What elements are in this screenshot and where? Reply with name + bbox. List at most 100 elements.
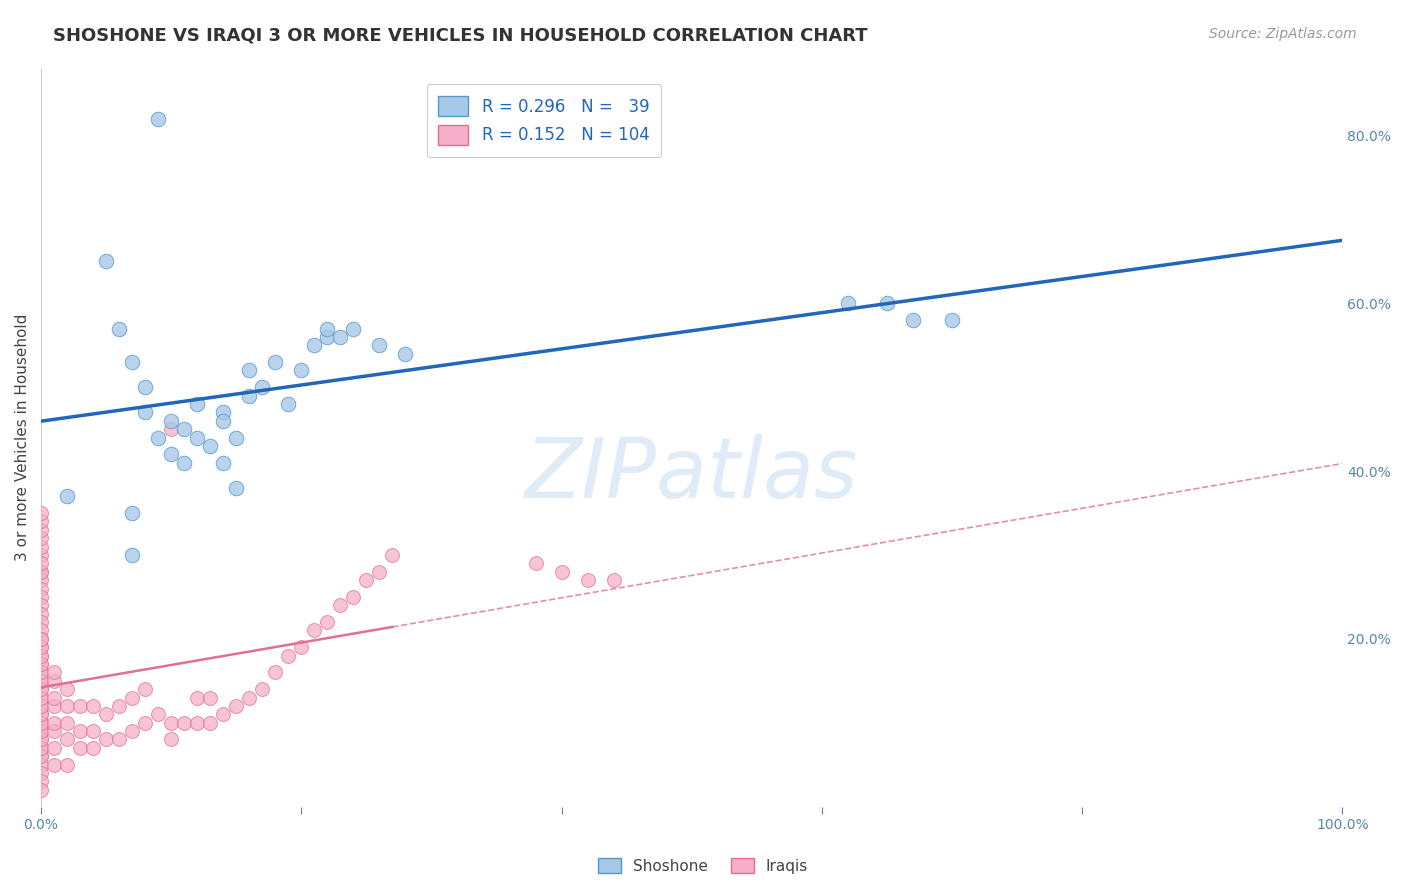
Point: [108, 321, 131, 335]
Point: [30, 648, 52, 663]
Point: [30, 757, 52, 772]
Point: [186, 690, 208, 705]
Point: [96, 707, 118, 722]
Point: [30, 582, 52, 596]
Point: [160, 447, 183, 461]
Point: [30, 506, 52, 520]
Point: [42, 740, 65, 755]
Point: [901, 313, 924, 327]
Point: [225, 431, 247, 445]
Point: [576, 573, 599, 587]
Point: [277, 397, 299, 411]
Point: [941, 313, 963, 327]
Point: [96, 732, 118, 747]
Point: [30, 698, 52, 713]
Point: [56, 489, 79, 503]
Point: [173, 456, 195, 470]
Point: [121, 548, 143, 562]
Point: [200, 690, 222, 705]
Point: [30, 657, 52, 671]
Point: [225, 481, 247, 495]
Point: [30, 657, 52, 671]
Point: [69, 724, 91, 739]
Point: [329, 330, 352, 344]
Point: [837, 296, 859, 310]
Point: [148, 431, 170, 445]
Point: [160, 715, 183, 730]
Point: [304, 624, 326, 638]
Point: [30, 749, 52, 764]
Legend: Shoshone, Iraqis: Shoshone, Iraqis: [592, 852, 814, 880]
Point: [277, 648, 299, 663]
Point: [212, 414, 235, 428]
Point: [56, 682, 79, 697]
Point: [252, 380, 274, 394]
Point: [200, 715, 222, 730]
Point: [30, 690, 52, 705]
Point: [30, 632, 52, 646]
Point: [30, 640, 52, 655]
Point: [108, 698, 131, 713]
Point: [316, 615, 339, 629]
Point: [42, 724, 65, 739]
Point: [30, 732, 52, 747]
Point: [160, 422, 183, 436]
Point: [316, 321, 339, 335]
Point: [876, 296, 898, 310]
Point: [212, 707, 235, 722]
Point: [148, 112, 170, 126]
Point: [238, 690, 260, 705]
Point: [550, 565, 572, 579]
Point: [342, 321, 364, 335]
Point: [30, 724, 52, 739]
Point: [30, 565, 52, 579]
Point: [30, 690, 52, 705]
Point: [30, 648, 52, 663]
Point: [200, 439, 222, 453]
Point: [30, 732, 52, 747]
Point: [160, 414, 183, 428]
Point: [30, 557, 52, 571]
Point: [30, 715, 52, 730]
Point: [290, 363, 312, 377]
Text: Source: ZipAtlas.com: Source: ZipAtlas.com: [1209, 27, 1357, 41]
Point: [121, 355, 143, 369]
Point: [56, 757, 79, 772]
Point: [148, 707, 170, 722]
Point: [30, 766, 52, 780]
Point: [186, 715, 208, 730]
Point: [30, 698, 52, 713]
Point: [30, 632, 52, 646]
Point: [602, 573, 624, 587]
Point: [368, 565, 391, 579]
Point: [30, 624, 52, 638]
Point: [30, 565, 52, 579]
Point: [69, 740, 91, 755]
Point: [30, 531, 52, 545]
Point: [225, 698, 247, 713]
Point: [264, 665, 287, 680]
Point: [56, 698, 79, 713]
Legend: R = 0.296   N =   39, R = 0.152   N = 104: R = 0.296 N = 39, R = 0.152 N = 104: [427, 84, 661, 157]
Point: [290, 640, 312, 655]
Point: [30, 590, 52, 604]
Point: [121, 690, 143, 705]
Point: [30, 615, 52, 629]
Point: [30, 774, 52, 789]
Point: [173, 715, 195, 730]
Point: [264, 355, 287, 369]
Point: [30, 682, 52, 697]
Point: [304, 338, 326, 352]
Point: [394, 347, 416, 361]
Point: [56, 732, 79, 747]
Point: [342, 590, 364, 604]
Point: [134, 405, 156, 419]
Point: [186, 431, 208, 445]
Point: [212, 405, 235, 419]
Point: [30, 573, 52, 587]
Point: [30, 707, 52, 722]
Point: [108, 732, 131, 747]
Text: ZIPatlas: ZIPatlas: [524, 434, 859, 515]
Point: [160, 732, 183, 747]
Point: [30, 724, 52, 739]
